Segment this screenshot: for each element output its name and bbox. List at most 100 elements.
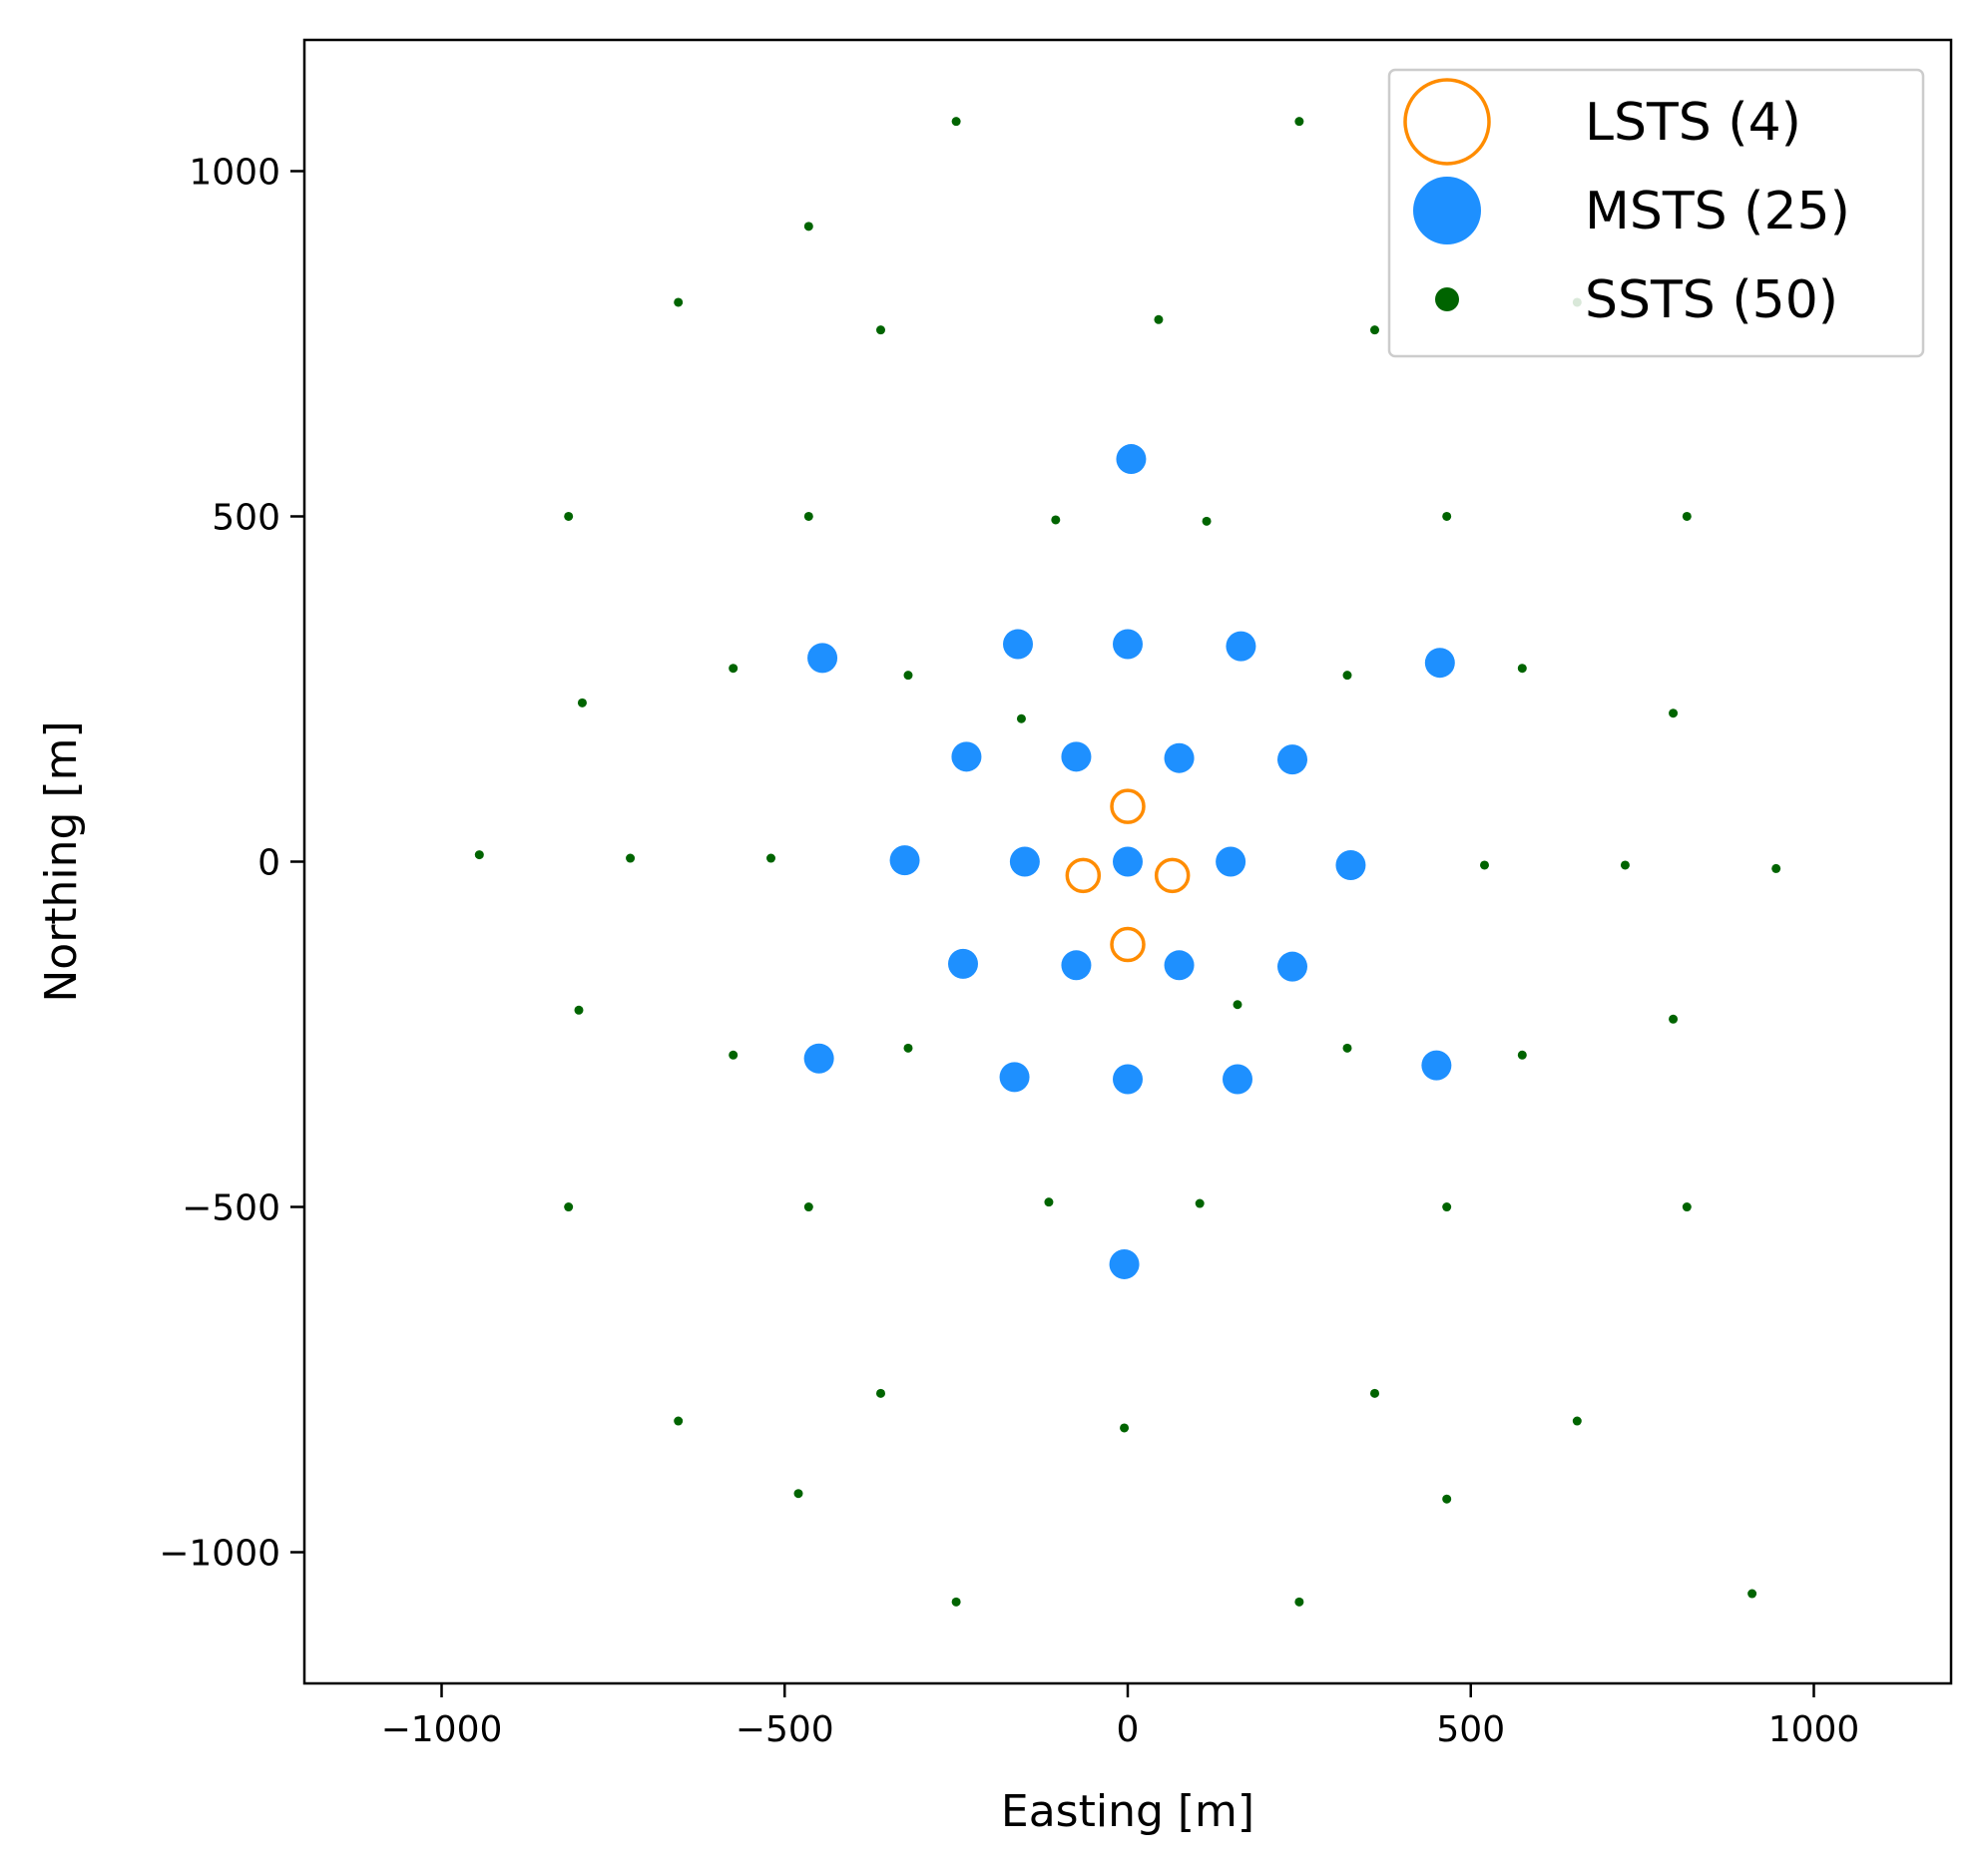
msts-marker	[1223, 1064, 1252, 1095]
ssts-marker	[903, 1043, 913, 1053]
msts-marker	[1061, 741, 1092, 772]
ssts-marker	[1442, 1202, 1452, 1212]
msts-marker	[803, 1043, 834, 1074]
msts-marker	[1003, 629, 1033, 660]
legend-lsts-icon	[1403, 78, 1491, 166]
ssts-marker	[803, 1202, 813, 1212]
ssts-marker	[1442, 1494, 1452, 1504]
msts-marker	[1113, 1064, 1143, 1095]
ssts-marker	[903, 671, 913, 681]
ssts-marker	[564, 511, 574, 521]
msts-marker	[807, 643, 838, 674]
ssts-marker	[1044, 1197, 1054, 1207]
ssts-marker	[729, 1050, 739, 1060]
msts-marker	[1113, 629, 1143, 660]
msts-marker	[1335, 849, 1366, 880]
ssts-marker	[1669, 1014, 1679, 1024]
legend-ssts-icon	[1435, 287, 1459, 311]
legend-msts-icon	[1413, 177, 1481, 244]
ssts-marker	[1747, 1589, 1757, 1599]
ssts-marker	[766, 853, 775, 863]
x-tick-label: −1000	[381, 1709, 503, 1750]
msts-marker	[951, 741, 982, 772]
msts-marker	[1164, 742, 1195, 773]
legend-label: MSTS (25)	[1585, 182, 1850, 241]
ssts-marker	[1342, 1043, 1352, 1053]
y-tick-label: −1000	[159, 1534, 280, 1575]
ssts-marker	[1771, 863, 1781, 873]
x-axis-ticks: −1000 −500 0 500 1000	[381, 1683, 1860, 1750]
x-tick-label: 500	[1436, 1709, 1505, 1750]
msts-marker	[1277, 744, 1307, 775]
ssts-marker	[1370, 325, 1379, 335]
ssts-marker	[803, 222, 813, 232]
ssts-marker	[1202, 516, 1212, 526]
ssts-marker	[574, 1005, 584, 1015]
lsts-marker	[1065, 857, 1102, 894]
lsts-marker	[1110, 788, 1146, 824]
ssts-marker	[1572, 1416, 1582, 1426]
ssts-marker	[564, 1202, 574, 1212]
ssts-marker	[1154, 314, 1164, 324]
ssts-marker	[1669, 708, 1679, 718]
legend-label: SSTS (50)	[1585, 270, 1838, 330]
ssts-marker	[1517, 1050, 1527, 1060]
ssts-marker	[674, 297, 684, 307]
ssts-marker	[1294, 117, 1304, 127]
lsts-marker	[1110, 926, 1146, 963]
msts-marker	[889, 845, 920, 876]
msts-marker	[1226, 631, 1256, 662]
ssts-marker	[1016, 713, 1026, 723]
ssts-marker	[729, 664, 739, 674]
ssts-marker	[1517, 664, 1527, 674]
ssts-marker	[1195, 1198, 1205, 1208]
ssts-marker	[1370, 1388, 1379, 1398]
x-tick-label: 0	[1117, 1709, 1140, 1750]
x-tick-label: 1000	[1768, 1709, 1860, 1750]
ssts-marker	[577, 698, 587, 707]
ssts-marker	[1233, 1000, 1242, 1010]
msts-marker	[1109, 1248, 1140, 1279]
y-tick-label: −500	[182, 1188, 280, 1229]
lsts-marker	[1154, 857, 1191, 894]
msts-marker	[948, 948, 978, 979]
ssts-marker	[474, 850, 484, 860]
msts-marker	[1113, 846, 1143, 877]
x-axis-label: Easting [m]	[1001, 1786, 1254, 1837]
msts-marker	[1277, 951, 1307, 982]
data-points	[474, 117, 1781, 1607]
ssts-marker	[793, 1489, 803, 1499]
legend-box	[1387, 68, 1925, 358]
ssts-marker	[1051, 515, 1061, 525]
ssts-marker	[1442, 511, 1452, 521]
msts-marker	[1164, 950, 1195, 981]
y-axis-ticks: −1000 −500 0 500 1000	[159, 152, 304, 1575]
ssts-marker	[674, 1416, 684, 1426]
msts-marker	[1216, 846, 1246, 877]
msts-marker	[1116, 444, 1147, 475]
ssts-marker	[1620, 860, 1630, 870]
ssts-marker	[1342, 671, 1352, 681]
msts-marker	[1061, 950, 1092, 981]
ssts-marker	[876, 1388, 885, 1398]
msts-marker	[1424, 648, 1455, 679]
ssts-marker	[1682, 511, 1692, 521]
legend-label: LSTS (4)	[1585, 93, 1801, 153]
legend: LSTS (4) MSTS (25) SSTS (50)	[1387, 68, 1925, 358]
ssts-marker	[1480, 860, 1489, 870]
ssts-marker	[951, 1597, 961, 1607]
ssts-marker	[1120, 1423, 1130, 1433]
ssts-marker	[626, 853, 636, 863]
msts-marker	[1009, 846, 1040, 877]
y-tick-label: 500	[212, 497, 280, 538]
ssts-marker	[1682, 1202, 1692, 1212]
y-tick-label: 0	[257, 843, 280, 884]
x-tick-label: −500	[736, 1709, 834, 1750]
msts-marker	[999, 1062, 1030, 1093]
msts-marker	[1421, 1050, 1452, 1081]
ssts-marker	[803, 511, 813, 521]
ssts-marker	[951, 117, 961, 127]
ssts-marker	[876, 325, 885, 335]
y-axis-label: Northing [m]	[36, 720, 87, 1002]
